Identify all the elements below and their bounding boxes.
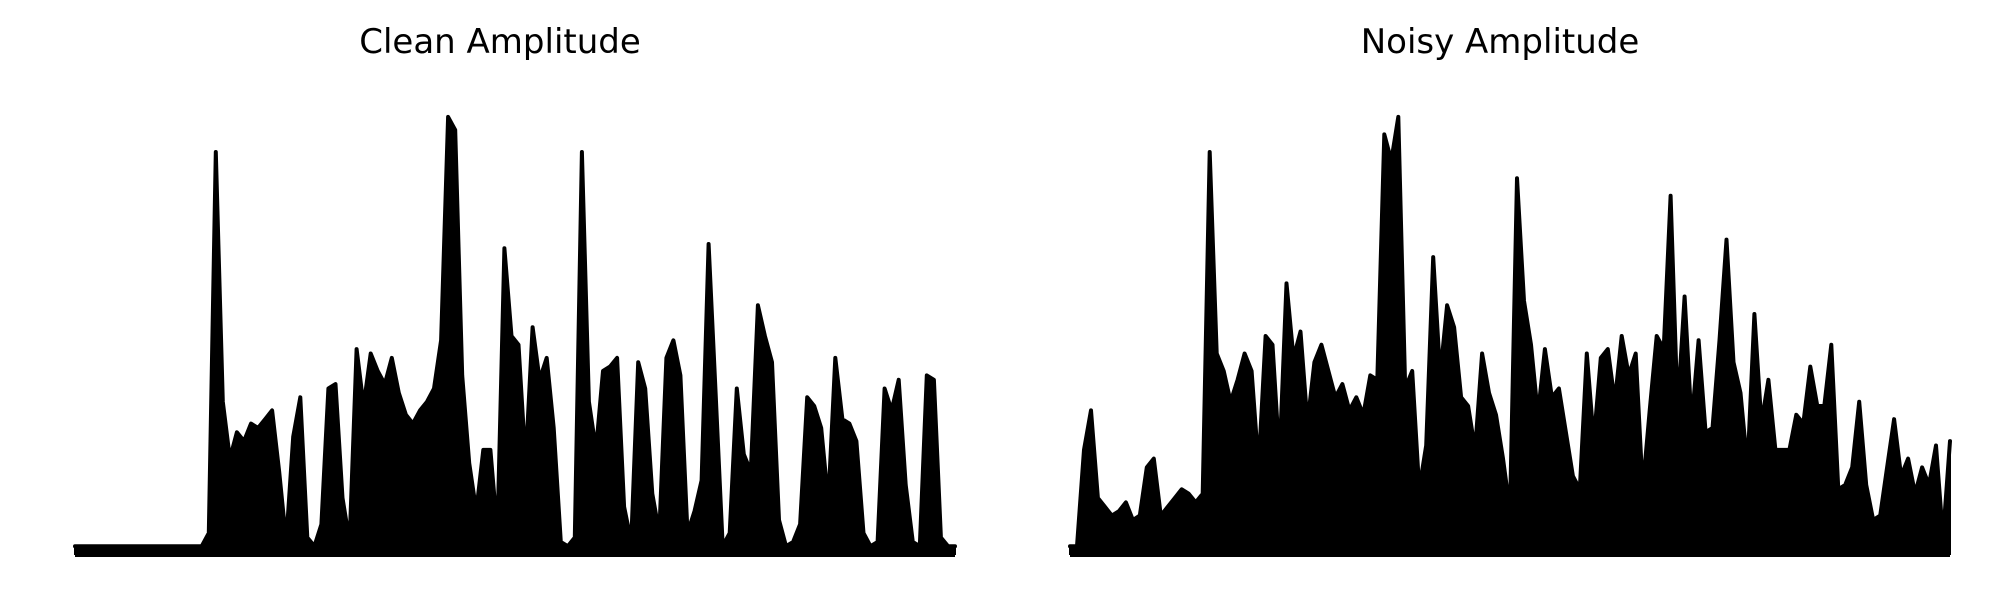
series-fill (1070, 116, 1950, 556)
chart-plot-noisy (1068, 114, 1952, 557)
chart-title: Clean Amplitude (359, 22, 641, 62)
chart-panel-clean: Clean Amplitude (73, 22, 957, 557)
chart-title: Noisy Amplitude (1360, 22, 1640, 62)
series-fill (75, 116, 955, 556)
series-line (73, 114, 957, 549)
chart-plot-clean (73, 114, 957, 557)
chart-panel-noisy: Noisy Amplitude (1000, 0, 2000, 600)
